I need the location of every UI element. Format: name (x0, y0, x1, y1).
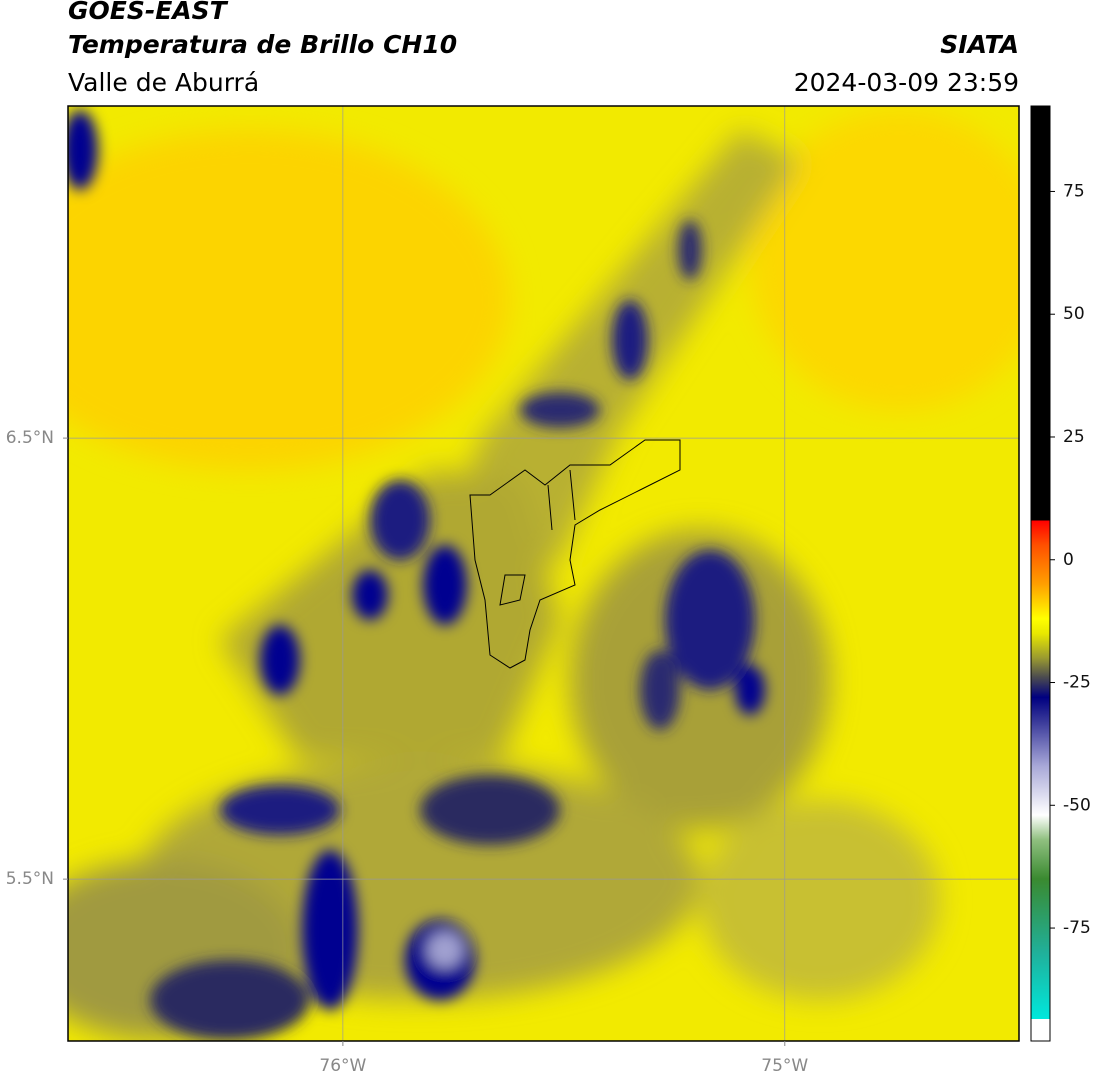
title: Temperatura de Brillo CH10 (68, 30, 457, 59)
satellite: GOES-EAST (68, 0, 229, 25)
colorbar-tick-label: 50 (1063, 304, 1085, 324)
lon-tick-label: 76°W (319, 1056, 366, 1076)
colorbar-tick-label: -25 (1063, 673, 1091, 693)
lat-tick-label: 6.5°N (6, 428, 54, 448)
datetime: 2024-03-09 23:59 (794, 68, 1019, 97)
colorbar (1030, 105, 1051, 1042)
colorbar-tick-label: 0 (1063, 550, 1074, 570)
map-frame (67, 105, 1020, 1042)
lon-tick-label: 75°W (761, 1056, 808, 1076)
colorbar-tick-label: -50 (1063, 795, 1091, 815)
source: SIATA (940, 30, 1019, 59)
colorbar-tick-label: -75 (1063, 918, 1091, 938)
colorbar-tick-label: 25 (1063, 427, 1085, 447)
region: Valle de Aburrá (68, 68, 259, 97)
colorbar-tick-label: 75 (1063, 181, 1085, 201)
satellite-field (68, 106, 1019, 1041)
lat-tick-label: 5.5°N (6, 869, 54, 889)
